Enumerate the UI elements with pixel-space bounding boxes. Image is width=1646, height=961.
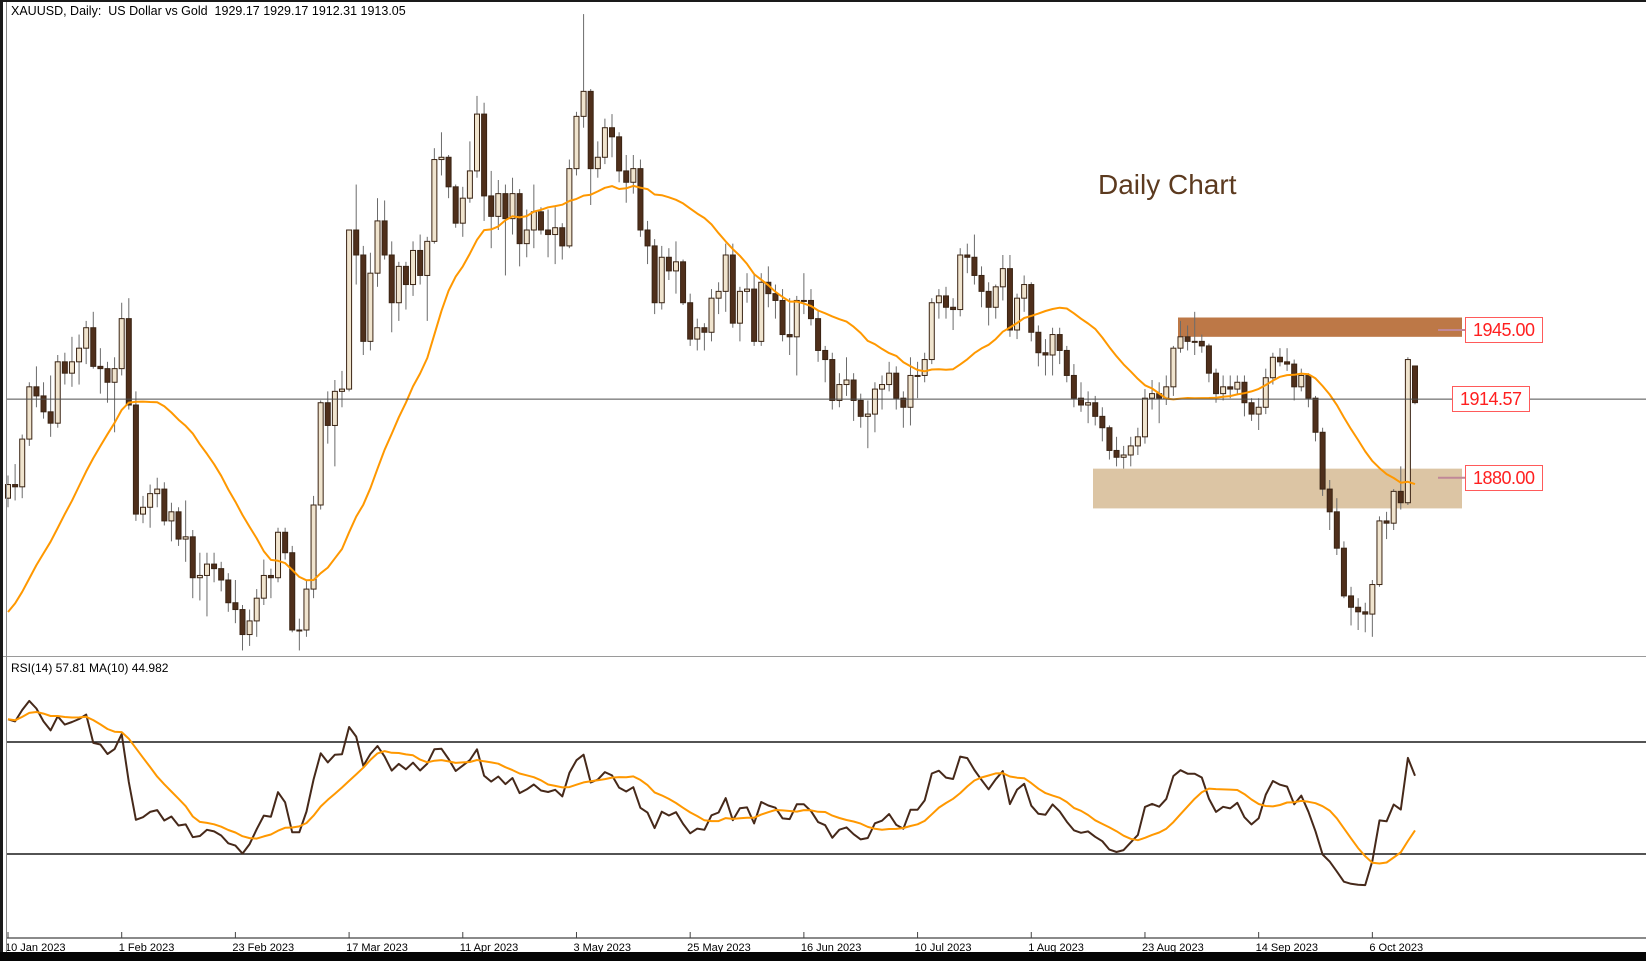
chart-title: XAUUSD, Daily: US Dollar vs Gold 1929.17… — [11, 4, 406, 18]
daily-chart-annotation[interactable]: Daily Chart — [1098, 169, 1237, 200]
date-tick-label: 25 May 2023 — [687, 942, 751, 954]
symbol-description: US Dollar vs Gold — [108, 4, 208, 18]
price-label-current[interactable]: 1914.57 — [1452, 386, 1530, 413]
symbol-period-label: XAUUSD, Daily: — [11, 4, 102, 18]
date-tick-label: 1 Aug 2023 — [1028, 942, 1084, 954]
window-left-border — [0, 0, 3, 961]
window-left-inner-border — [6, 2, 7, 952]
price-label-1880[interactable]: 1880.00 — [1465, 464, 1543, 491]
date-axis: 10 Jan 2023 1 Feb 2023 23 Feb 2023 17 Mar 2… — [5, 932, 1646, 954]
window-bottom-bar — [0, 952, 1646, 961]
date-tick-label: 23 Aug 2023 — [1142, 942, 1204, 954]
date-tick-label: 11 Apr 2023 — [460, 942, 519, 954]
ohlc-values: 1929.17 1929.17 1912.31 1913.05 — [214, 4, 406, 18]
date-tick-label: 6 Oct 2023 — [1369, 942, 1423, 954]
date-tick-label: 23 Feb 2023 — [232, 942, 294, 954]
candlestick-series — [5, 14, 1418, 651]
date-tick-label: 17 Mar 2023 — [346, 942, 408, 954]
date-tick-label: 14 Sep 2023 — [1256, 942, 1318, 954]
panel-separator[interactable] — [0, 656, 1646, 657]
rsi-line — [7, 699, 1416, 887]
date-tick-label: 10 Jul 2023 — [915, 942, 972, 954]
price-ma-line — [7, 184, 1416, 613]
zone-connector-dashes — [1438, 329, 1466, 479]
date-tick-label: 1 Feb 2023 — [119, 942, 175, 954]
date-tick-label: 16 Jun 2023 — [801, 942, 862, 954]
rsi-ma-line — [7, 711, 1416, 865]
price-label-1945[interactable]: 1945.00 — [1465, 317, 1543, 343]
date-tick-label: 10 Jan 2023 — [5, 942, 66, 954]
rsi-indicator-label: RSI(14) 57.81 MA(10) 44.982 — [11, 661, 169, 675]
date-tick-label: 3 May 2023 — [573, 942, 630, 954]
window-top-border — [0, 0, 1646, 2]
